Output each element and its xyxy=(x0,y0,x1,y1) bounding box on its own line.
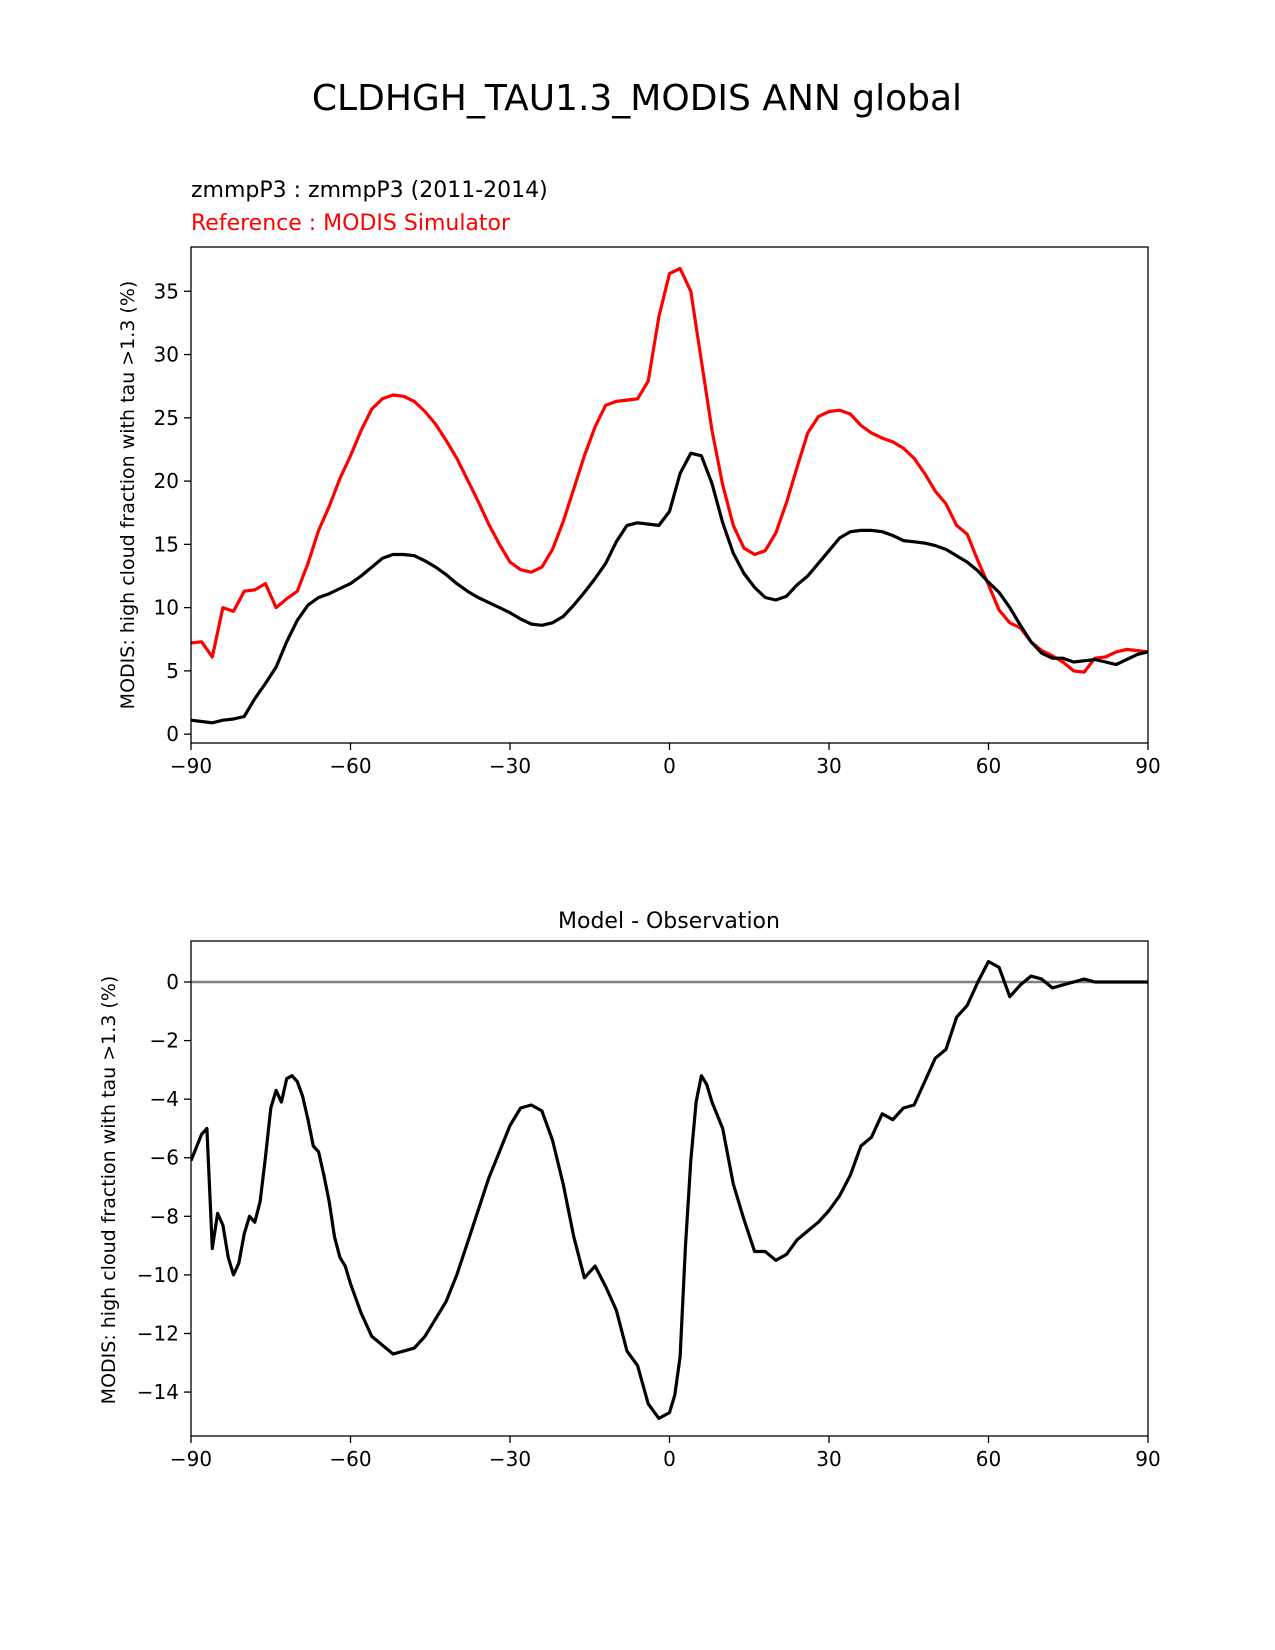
bottom-title: Model - Observation xyxy=(558,909,780,934)
top-x-tick-label: 90 xyxy=(1135,754,1160,778)
top-x-tick-label: 0 xyxy=(663,754,676,778)
bottom-plot-area: −90 −60 −30 0 30 60 90 0 −2 −4 −6 −8 −10 −12 −14 xyxy=(137,940,1161,1471)
top-x-tick-label: −30 xyxy=(489,754,531,778)
top-y-tick-label: 10 xyxy=(154,596,179,620)
bottom-y-tick-label: −6 xyxy=(150,1146,179,1170)
bottom-x-tick-label: 0 xyxy=(663,1447,676,1471)
bottom-x-tick-label: −90 xyxy=(170,1447,212,1471)
bottom-y-tick-label: −10 xyxy=(137,1263,179,1287)
bottom-x-tick-label: 30 xyxy=(816,1447,841,1471)
bottom-y-tick-label: −4 xyxy=(150,1087,179,1111)
bottom-x-tick-label: −30 xyxy=(489,1447,531,1471)
top-y-tick-label: 25 xyxy=(154,406,179,430)
top-plot-area: −90 −60 −30 0 30 60 90 0 5 10 15 20 25 30 35 xyxy=(154,246,1161,778)
top-series-test-line xyxy=(191,451,1148,725)
top-y-tick-label: 20 xyxy=(154,469,179,493)
top-y-tick-label: 0 xyxy=(166,722,179,746)
top-series-reference-line xyxy=(191,266,1148,674)
top-title-test: zmmpP3 : zmmpP3 (2011-2014) xyxy=(191,178,548,203)
top-x-tick-label: 30 xyxy=(816,754,841,778)
top-y-axis-label: MODIS: high cloud fraction with tau >1.3… xyxy=(117,281,139,710)
bottom-axes-frame xyxy=(190,940,1149,1437)
bottom-y-tick-label: −2 xyxy=(150,1029,179,1053)
bottom-series-difference-line xyxy=(191,959,1148,1421)
bottom-y-tick-label: −8 xyxy=(150,1204,179,1228)
bottom-y-tick-label: −12 xyxy=(137,1321,179,1345)
bottom-x-tick-label: −60 xyxy=(329,1447,371,1471)
bottom-y-tick-label: 0 xyxy=(166,970,179,994)
top-x-tick-label: 60 xyxy=(976,754,1001,778)
bottom-y-axis-label: MODIS: high cloud fraction with tau >1.3… xyxy=(98,976,120,1405)
top-x-tick-label: −60 xyxy=(329,754,371,778)
top-y-tick-label: 30 xyxy=(154,343,179,367)
top-y-tick-label: 5 xyxy=(166,659,179,683)
bottom-x-tick-label: 90 xyxy=(1135,1447,1160,1471)
top-y-tick-label: 35 xyxy=(154,279,179,303)
top-panel: zmmpP3 : zmmpP3 (2011-2014) Reference : … xyxy=(117,178,1161,778)
bottom-panel: Model - Observation MODIS: high cloud fr… xyxy=(98,909,1161,1471)
bottom-y-tick-label: −14 xyxy=(137,1380,179,1404)
figure-title: CLDHGH_TAU1.3_MODIS ANN global xyxy=(312,78,962,119)
top-y-tick-label: 15 xyxy=(154,532,179,556)
top-title-reference: Reference : MODIS Simulator xyxy=(191,211,511,236)
top-x-tick-label: −90 xyxy=(170,754,212,778)
bottom-x-tick-label: 60 xyxy=(976,1447,1001,1471)
